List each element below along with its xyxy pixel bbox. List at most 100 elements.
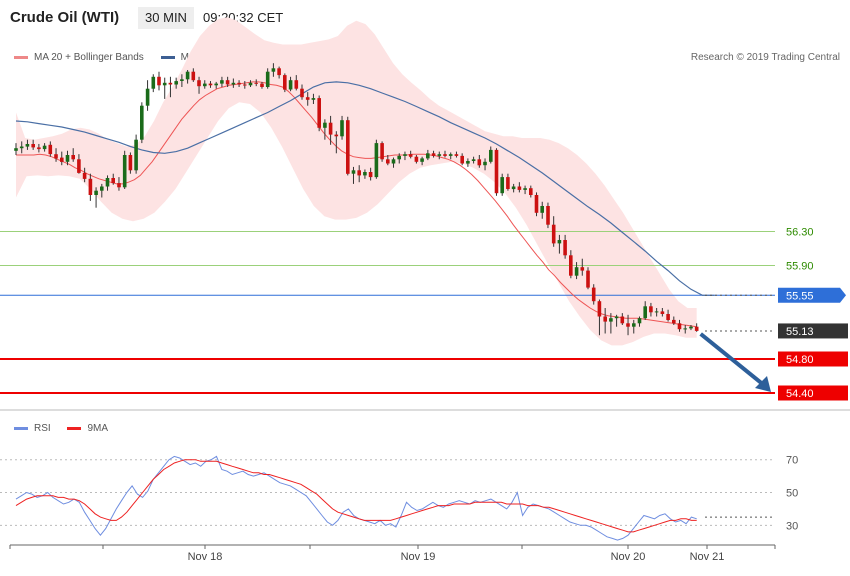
candle-body: [334, 134, 339, 137]
level-label: 56.30: [786, 227, 814, 239]
candle-body: [357, 170, 361, 176]
candle-body: [94, 190, 98, 195]
candle-body: [368, 172, 373, 178]
candle-body: [151, 76, 156, 89]
moving-averages: [15, 81, 775, 328]
candle-body: [454, 154, 459, 156]
projection-arrow-shaft: [699, 332, 767, 388]
candle-body: [500, 177, 504, 194]
candle-body: [403, 154, 407, 156]
candle-body: [683, 328, 687, 330]
candle-body: [448, 154, 453, 156]
candle-body: [586, 270, 590, 288]
candle-body: [489, 149, 493, 162]
candle-body: [208, 83, 213, 86]
candle-body: [237, 82, 241, 85]
candle-body: [609, 318, 613, 322]
candle-body: [534, 195, 539, 213]
candle-body: [88, 178, 93, 195]
candle-body: [317, 98, 321, 128]
candle-body: [82, 172, 87, 179]
candle-body: [666, 314, 670, 320]
rsi-tick-label: 50: [786, 488, 798, 500]
candle-body: [174, 81, 178, 85]
x-axis-label: Nov 18: [188, 551, 223, 563]
candle-body: [649, 306, 653, 313]
candle-body: [311, 98, 316, 100]
candle-body: [214, 83, 218, 86]
candle-body: [431, 153, 436, 156]
candle-body: [380, 143, 384, 160]
candle-body: [157, 76, 161, 86]
x-axis-label: Nov 19: [401, 551, 436, 563]
candle-body: [603, 316, 607, 322]
candle-body: [254, 82, 258, 84]
ma20-legend-label: MA 20 + Bollinger Bands: [34, 52, 144, 63]
candle-body: [100, 186, 104, 191]
level-label: 55.90: [786, 261, 814, 273]
candle-body: [271, 68, 276, 72]
candle-body: [632, 323, 636, 327]
rsi-legend-label: RSI: [34, 423, 51, 434]
candle-body: [374, 143, 379, 178]
candle-body: [614, 316, 619, 319]
candle-body: [426, 153, 430, 159]
candle-body: [643, 306, 647, 319]
candle-body: [654, 311, 659, 313]
ma20-line: [16, 81, 697, 328]
timeframe-badge[interactable]: 30 MIN: [138, 7, 194, 29]
candle-body: [25, 144, 30, 147]
candle-body: [128, 155, 133, 171]
candle-body: [591, 287, 596, 302]
candle-body: [483, 161, 487, 166]
candle-body: [414, 156, 419, 162]
candle-body: [37, 147, 41, 150]
candle-body: [529, 188, 533, 195]
rsi-ma-line: [15, 459, 697, 533]
candle-body: [626, 323, 630, 327]
level-tag-pivot: [778, 287, 846, 303]
candle-body: [351, 170, 356, 174]
time-axis: Nov 18 Nov 19 Nov 20 Nov 21: [9, 544, 776, 563]
candle-body: [260, 83, 264, 87]
candle-body: [420, 158, 424, 162]
candle-body: [77, 159, 81, 173]
rsi-legend: RSI 9MA: [14, 423, 108, 434]
candle-body: [551, 224, 556, 244]
price-levels: [0, 231, 850, 411]
candle-body: [117, 183, 121, 188]
candle-body: [597, 301, 602, 317]
candle-body: [243, 84, 247, 86]
candle-body: [277, 68, 281, 76]
candle-body: [523, 188, 527, 190]
candle-body: [689, 326, 693, 329]
candle-body: [71, 155, 75, 160]
candle-body: [31, 144, 35, 148]
candle-body: [672, 319, 676, 324]
candle-body: [294, 80, 299, 89]
bollinger-band: [16, 17, 697, 346]
candle-body: [557, 240, 562, 244]
candle-body: [220, 80, 224, 84]
level-label: 54.40: [786, 388, 814, 400]
rsi-legend-swatch: [14, 426, 28, 430]
rsi-panel: 30 50 70: [0, 455, 798, 541]
candle-body: [140, 105, 144, 140]
candlesticks: [14, 63, 699, 336]
level-tag-last: [778, 323, 848, 339]
candle-body: [511, 186, 516, 190]
level-tag-support: [778, 385, 848, 401]
candle-body: [471, 159, 476, 161]
candle-body: [248, 82, 253, 86]
candle-body: [54, 154, 58, 159]
candle-body: [694, 326, 699, 331]
copyright-notice: Research © 2019 Trading Central: [690, 52, 840, 63]
candle-body: [288, 80, 293, 90]
candle-body: [305, 97, 310, 100]
candle-body: [540, 206, 544, 213]
ma9-legend-swatch: [67, 426, 82, 430]
level-tag-support: [778, 351, 848, 367]
candle-body: [408, 154, 413, 157]
candle-body: [397, 155, 401, 160]
